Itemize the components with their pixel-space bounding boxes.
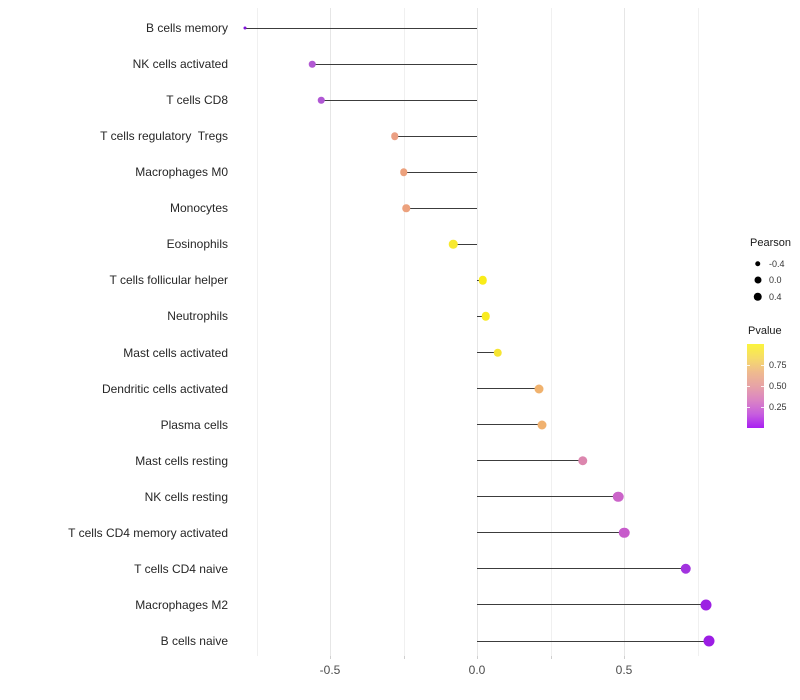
y-axis-label: NK cells resting [144,489,228,504]
y-axis-label: B cells memory [145,21,228,35]
gridline-minor [697,8,699,656]
lollipop-dot [402,204,411,213]
lollipop-stem [406,207,477,209]
lollipop-dot [700,599,712,611]
size-legend-title: Pearson [750,237,791,249]
lollipop-stem [477,640,710,642]
lollipop-dot [493,348,502,357]
y-axis-label: T cells CD4 naive [134,561,228,576]
lollipop-stem [453,243,477,245]
colorbar-tick-label: 0.25 [769,402,787,412]
size-legend-label: 0.4 [769,291,782,302]
lollipop-dot [390,132,399,140]
x-axis-tick [477,656,478,659]
lollipop-dot [309,60,316,68]
y-axis-label: B cells naive [160,634,228,649]
y-axis-label: Eosinophils [166,237,228,252]
lollipop-stem [477,352,498,354]
lollipop-dot [578,455,588,466]
color-legend-title: Pvalue [748,325,782,337]
x-axis-tick [550,656,552,659]
lollipop-dot [399,168,408,176]
size-legend-dot [754,260,761,267]
y-axis-label: NK cells activated [132,57,228,72]
x-tick-label: 0.5 [615,663,633,677]
lollipop-stem [403,171,477,173]
y-axis-label: Macrophages M2 [135,597,228,612]
size-legend-label: -0.4 [769,258,785,269]
y-axis-label: Monocytes [169,201,228,216]
size-legend-label: 0.0 [769,275,782,285]
colorbar-tick [761,365,764,366]
colorbar-tick [761,386,764,387]
x-axis-tick [403,656,405,659]
lollipop-stem [477,388,539,390]
y-axis-label: T cells CD8 [166,93,228,108]
gridline-minor [256,8,258,656]
lollipop-dot [478,276,488,285]
lollipop-stem [477,496,619,498]
y-axis-label: T cells follicular helper [109,273,229,288]
lollipop-stem [477,315,486,317]
lollipop-dot [618,527,630,539]
x-tick-label: 0.0 [468,663,486,677]
lollipop-dot [534,384,544,394]
lollipop-stem [244,27,477,29]
lollipop-stem [394,135,477,137]
gridline-major [330,8,331,656]
lollipop-stem [477,460,583,462]
lollipop-stem [321,99,477,101]
gridline-minor [403,8,405,656]
y-axis-label: Dendritic cells activated [101,381,228,396]
gridline-major [624,8,625,656]
lollipop-stem [312,63,477,65]
lollipop-stem [477,604,707,606]
gridline-minor [550,8,552,656]
colorbar-tick-label: 0.50 [769,381,787,391]
lollipop-dot [537,420,547,430]
lollipop-stem [477,532,624,534]
lollipop-dot [612,491,624,503]
colorbar-tick [747,407,750,408]
lollipop-dot [680,563,691,575]
lollipop-stem [477,568,686,570]
colorbar-tick [747,365,750,366]
y-axis-label: Mast cells resting [135,453,228,468]
lollipop-dot [317,96,325,104]
lollipop-dot [481,312,491,321]
y-axis-label: Neutrophils [167,309,228,324]
size-legend-dot [754,276,761,284]
lollipop-dot [243,26,247,30]
size-legend-dot [753,292,762,301]
x-axis-tick [624,656,625,659]
lollipop-dot [703,635,715,647]
lollipop-dot [449,240,458,249]
y-axis-label: T cells regulatory Tregs [100,129,228,144]
y-axis-label: T cells CD4 memory activated [68,525,228,540]
x-axis-tick [330,656,331,659]
pvalue-colorbar [747,344,764,428]
lollipop-stem [477,424,542,426]
colorbar-tick [761,407,764,408]
y-axis-label: Macrophages M0 [135,165,228,180]
y-axis-label: Plasma cells [160,417,228,432]
x-tick-label: -0.5 [319,663,341,677]
colorbar-tick-label: 0.75 [769,360,787,370]
colorbar-tick [747,386,750,387]
gridline-major [477,8,478,656]
y-axis-label: Mast cells activated [123,345,228,360]
